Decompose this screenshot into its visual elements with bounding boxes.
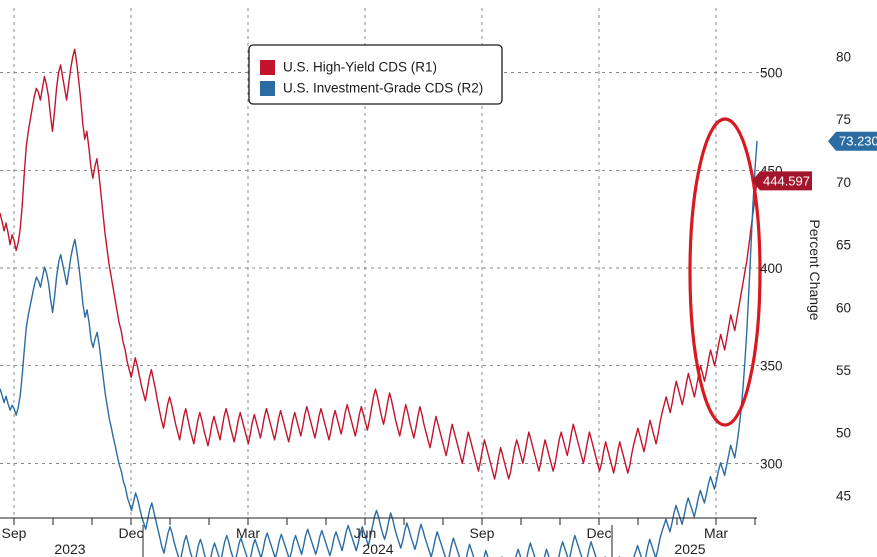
value-badges: 73.230 444.597: [752, 131, 877, 191]
right-outer-tick-60: 60: [836, 300, 851, 315]
right-outer-tick-80: 80: [836, 49, 851, 64]
ig-value-badge-text: 73.230: [839, 134, 877, 149]
x-year-label-2024: 2024: [362, 541, 393, 557]
x-axis-labels: Sep Dec Mar Jun Sep Dec Mar 2023 2024 2025: [2, 525, 729, 557]
legend-label-investment-grade: U.S. Investment-Grade CDS (R2): [283, 81, 483, 96]
right-axis-title-label: Percent Change: [807, 219, 823, 320]
right-outer-tick-50: 50: [836, 426, 851, 441]
legend-background: [248, 44, 503, 105]
right-inner-tick-300: 300: [760, 456, 783, 471]
x-month-label-2: Mar: [236, 525, 260, 541]
legend-label-high-yield: U.S. High-Yield CDS (R1): [283, 60, 437, 75]
x-month-label-6: Mar: [704, 525, 728, 541]
right-inner-tick-500: 500: [760, 66, 783, 81]
series-lines: [0, 48, 758, 557]
series-line-investment-grade: [0, 140, 758, 557]
right-outer-tick-55: 55: [836, 363, 851, 378]
right-inner-tick-400: 400: [760, 261, 783, 276]
ig-value-badge: [828, 131, 877, 151]
right-outer-axis-labels: 45 50 55 60 65 70 75 80: [836, 49, 851, 503]
right-outer-tick-70: 70: [836, 175, 851, 190]
right-inner-tick-350: 350: [760, 359, 783, 374]
legend-swatch-high-yield: [260, 60, 275, 75]
highlight-ellipse-annotation: [688, 117, 762, 427]
chart-legend[interactable]: U.S. High-Yield CDS (R1) U.S. Investment…: [248, 44, 503, 105]
series-line-high-yield: [0, 48, 758, 480]
x-month-label-5: Dec: [587, 525, 612, 541]
x-month-label-4: Sep: [470, 525, 495, 541]
right-axis-title: Percent Change: [807, 219, 823, 320]
highlight-ellipse: [688, 117, 762, 427]
right-outer-tick-75: 75: [836, 112, 851, 127]
legend-swatch-investment-grade: [260, 81, 275, 96]
x-month-label-3: Jun: [354, 525, 377, 541]
x-month-label-1: Dec: [119, 525, 144, 541]
x-year-label-2025: 2025: [674, 541, 705, 557]
hy-value-badge: [752, 171, 812, 191]
axis-lines: [0, 517, 757, 557]
x-year-label-2023: 2023: [54, 541, 85, 557]
hy-value-badge-text: 444.597: [763, 173, 810, 188]
right-outer-tick-45: 45: [836, 488, 851, 503]
right-outer-tick-65: 65: [836, 238, 851, 253]
x-month-label-0: Sep: [2, 525, 27, 541]
